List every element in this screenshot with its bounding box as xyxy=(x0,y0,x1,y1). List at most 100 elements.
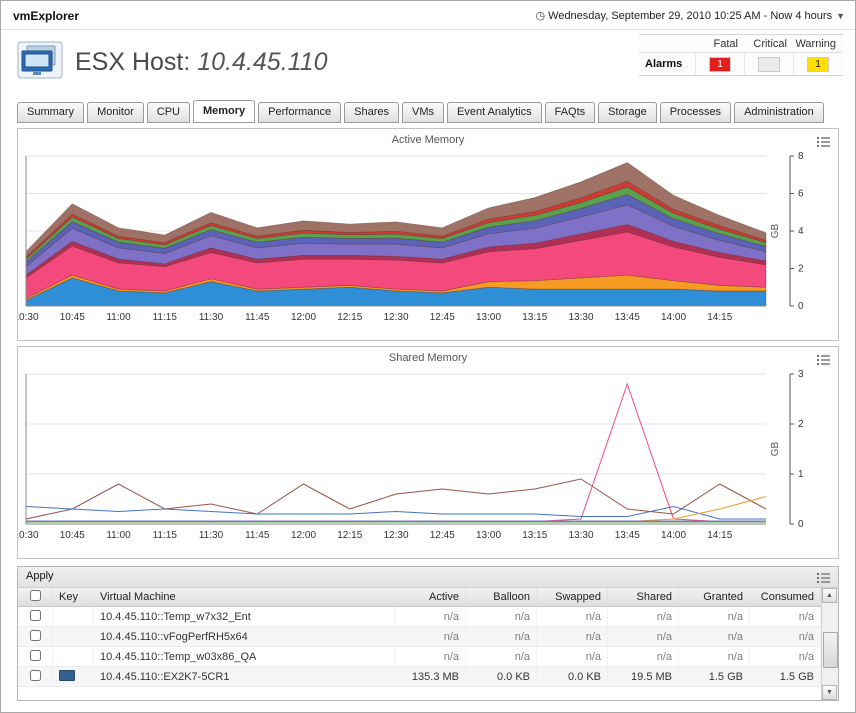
table-row[interactable]: 10.4.45.110::Temp_w7x32_Ent n/a n/a n/a n/a n… xyxy=(18,606,821,627)
svg-text:1: 1 xyxy=(798,469,804,480)
tab-storage[interactable]: Storage xyxy=(598,102,657,123)
metric-value: 0.0 KB xyxy=(465,666,537,687)
svg-text:13:30: 13:30 xyxy=(568,312,593,323)
svg-text:10:45: 10:45 xyxy=(60,530,85,541)
metric-value: n/a xyxy=(394,646,466,667)
fatal-count-badge[interactable]: 1 xyxy=(709,56,731,72)
svg-text:13:00: 13:00 xyxy=(476,312,501,323)
table-header-row: Key Virtual Machine Active Balloon Swapp… xyxy=(18,588,821,607)
tab-vms[interactable]: VMs xyxy=(402,102,445,123)
vm-name: 10.4.45.110::EX2K7-5CR1 xyxy=(93,666,395,687)
metric-value: n/a xyxy=(678,646,750,667)
critical-count-badge[interactable] xyxy=(758,56,780,72)
tab-event-analytics[interactable]: Event Analytics xyxy=(447,102,542,123)
row-checkbox[interactable] xyxy=(29,629,41,641)
chart-title: Active Memory xyxy=(391,134,465,146)
alarms-col-fatal: Fatal xyxy=(713,37,738,50)
top-bar: vmExplorer ◷ Wednesday, September 29, 201… xyxy=(1,1,855,30)
svg-text:10:30: 10:30 xyxy=(18,530,39,541)
svg-text:12:15: 12:15 xyxy=(337,530,362,541)
chart-title: Shared Memory xyxy=(388,352,468,364)
col-consumed: Consumed xyxy=(749,588,821,607)
table-row[interactable]: 10.4.45.110::Temp_w03x86_QA n/a n/a n/a n/a n… xyxy=(18,646,821,667)
apply-button[interactable]: Apply xyxy=(26,570,54,582)
svg-text:11:30: 11:30 xyxy=(199,312,224,323)
svg-text:13:30: 13:30 xyxy=(568,530,593,541)
metric-value: n/a xyxy=(394,626,466,647)
svg-text:11:30: 11:30 xyxy=(199,530,224,541)
svg-text:2: 2 xyxy=(798,264,804,275)
table-scrollbar[interactable]: ▲ ▼ xyxy=(821,588,838,700)
tab-faqts[interactable]: FAQts xyxy=(544,102,596,123)
metric-value: n/a xyxy=(749,606,821,627)
tab-memory[interactable]: Memory xyxy=(192,100,256,123)
alarm-count-fatal[interactable]: 1 xyxy=(695,53,744,75)
time-range-selector[interactable]: ◷ Wednesday, September 29, 2010 10:25 AM … xyxy=(536,9,845,22)
select-all-checkbox[interactable] xyxy=(29,590,41,601)
svg-text:14:00: 14:00 xyxy=(661,312,686,323)
col-balloon: Balloon xyxy=(465,588,537,607)
tab-processes[interactable]: Processes xyxy=(659,102,732,123)
svg-text:4: 4 xyxy=(798,226,804,237)
metric-value: n/a xyxy=(749,646,821,667)
warning-count-badge[interactable]: 1 xyxy=(807,56,829,72)
svg-text:14:00: 14:00 xyxy=(661,530,686,541)
svg-text:11:15: 11:15 xyxy=(153,312,178,323)
svg-text:13:45: 13:45 xyxy=(615,312,640,323)
svg-text:12:15: 12:15 xyxy=(337,312,362,323)
svg-text:13:00: 13:00 xyxy=(476,530,501,541)
vm-name: 10.4.45.110::vFogPerfRH5x64 xyxy=(93,626,395,647)
alarm-count-warning[interactable]: 1 xyxy=(793,53,842,75)
row-checkbox[interactable] xyxy=(29,649,41,661)
host-title-label: ESX Host: xyxy=(75,48,191,76)
col-key: Key xyxy=(52,588,94,607)
metric-value: n/a xyxy=(607,646,679,667)
svg-text:14:15: 14:15 xyxy=(707,312,732,323)
tab-cpu[interactable]: CPU xyxy=(146,102,190,123)
tab-summary[interactable]: Summary xyxy=(17,102,85,123)
svg-text:12:45: 12:45 xyxy=(430,312,455,323)
time-dropdown-icon: ▼ xyxy=(836,11,845,21)
svg-text:13:15: 13:15 xyxy=(522,530,547,541)
metric-value: 0.0 KB xyxy=(536,666,608,687)
row-checkbox[interactable] xyxy=(29,609,41,621)
col-granted: Granted xyxy=(678,588,750,607)
table-row[interactable]: 10.4.45.110::vFogPerfRH5x64 n/a n/a n/a n/a n… xyxy=(18,626,821,647)
clock-icon: ◷ xyxy=(535,10,546,22)
host-header: ESX Host: 10.4.45.110 xyxy=(17,41,328,84)
scrollbar-up-icon[interactable]: ▲ xyxy=(822,588,837,603)
col-active: Active xyxy=(394,588,466,607)
metric-value: n/a xyxy=(749,626,821,647)
svg-text:12:00: 12:00 xyxy=(291,312,316,323)
tab-performance[interactable]: Performance xyxy=(258,102,342,123)
tab-shares[interactable]: Shares xyxy=(344,102,400,123)
alarms-col-warning: Warning xyxy=(795,37,836,50)
metric-value: n/a xyxy=(678,626,750,647)
svg-text:10:30: 10:30 xyxy=(18,312,39,323)
scrollbar-thumb[interactable] xyxy=(823,632,838,668)
svg-text:0: 0 xyxy=(798,301,804,312)
chart-menu-icon[interactable] xyxy=(817,135,830,149)
vm-name: 10.4.45.110::Temp_w03x86_QA xyxy=(93,646,395,667)
svg-text:2: 2 xyxy=(798,419,804,430)
metric-value: 1.5 GB xyxy=(678,666,750,687)
tab-bar: Summary Monitor CPU Memory Performance Shares… xyxy=(17,100,839,123)
table-menu-icon[interactable] xyxy=(817,571,830,585)
time-range-text: Wednesday, September 29, 2010 10:25 AM -… xyxy=(548,10,833,22)
key-color-swatch xyxy=(59,669,75,681)
table-row[interactable]: 10.4.45.110::EX2K7-5CR1 135.3 MB 0.0 KB 0.0… xyxy=(18,666,821,687)
row-checkbox[interactable] xyxy=(29,669,41,681)
scrollbar-down-icon[interactable]: ▼ xyxy=(822,685,837,700)
vm-table-body: 10.4.45.110::Temp_w7x32_Ent n/a n/a n/a n/a n… xyxy=(18,606,821,687)
alarm-count-critical[interactable] xyxy=(744,53,793,75)
svg-text:11:15: 11:15 xyxy=(153,530,178,541)
svg-text:12:45: 12:45 xyxy=(430,530,455,541)
svg-text:6: 6 xyxy=(798,189,804,200)
chart-menu-icon[interactable] xyxy=(817,353,830,367)
svg-text:GB: GB xyxy=(770,223,781,238)
svg-text:13:15: 13:15 xyxy=(522,312,547,323)
tab-monitor[interactable]: Monitor xyxy=(87,102,144,123)
col-virtual-machine: Virtual Machine xyxy=(93,588,395,607)
tab-administration[interactable]: Administration xyxy=(734,102,824,123)
svg-text:12:30: 12:30 xyxy=(383,530,408,541)
